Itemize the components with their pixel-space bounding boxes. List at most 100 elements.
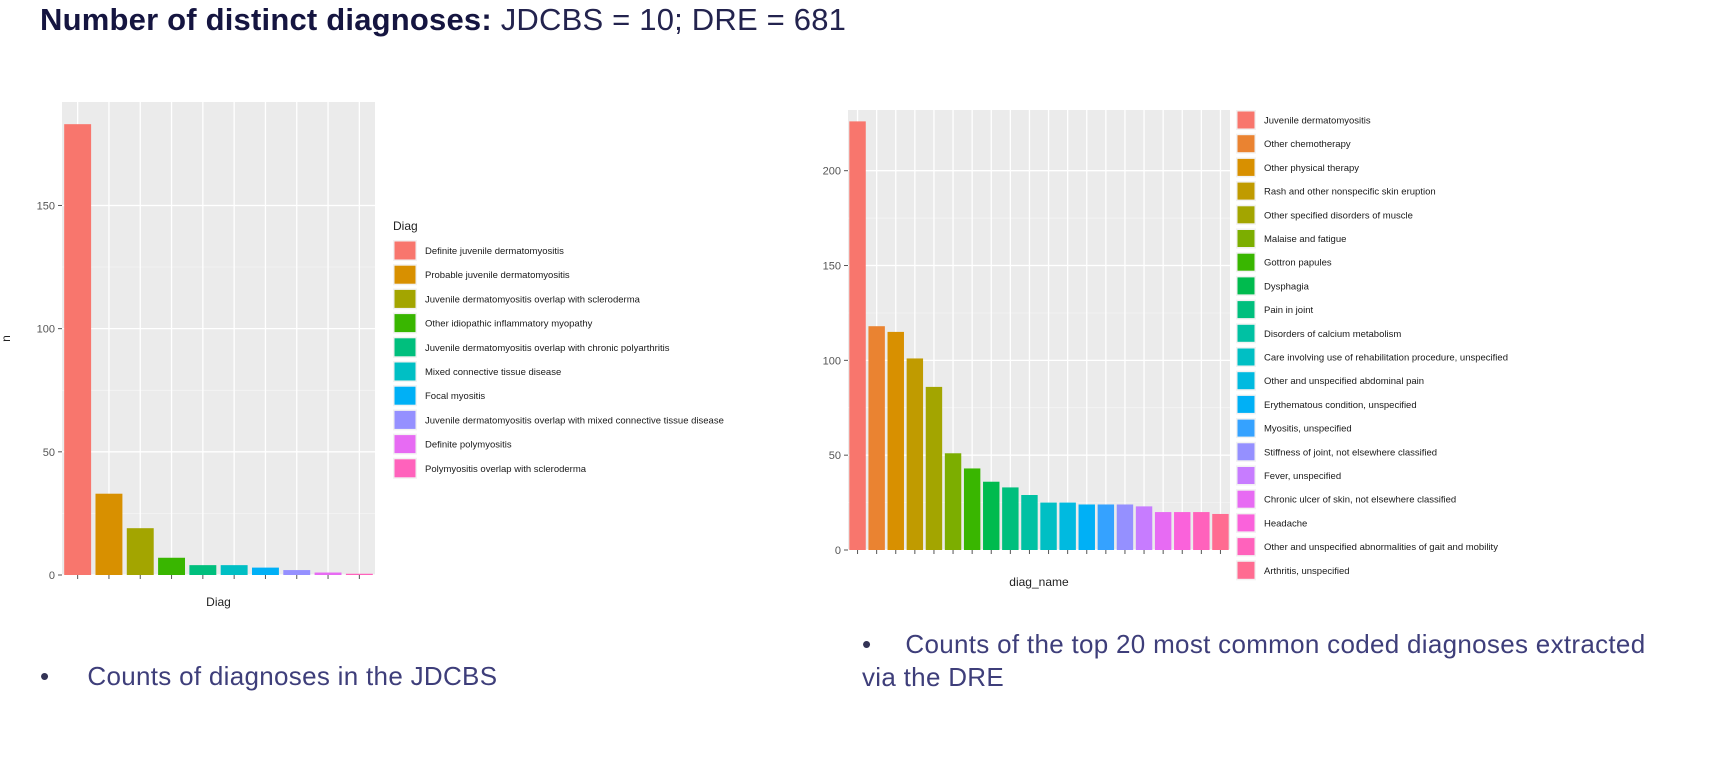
legend-key bbox=[1237, 348, 1255, 366]
legend-key bbox=[1237, 538, 1255, 556]
legend-label: Juvenile dermatomyositis overlap with ch… bbox=[425, 343, 670, 354]
legend-key bbox=[1237, 301, 1255, 319]
jdcbs-diagnosis-chart: Definite juvenile dermatomyositis: 183Pr… bbox=[0, 102, 724, 609]
bar: Other physical therapy: 115 bbox=[887, 331, 904, 550]
legend-key bbox=[1237, 111, 1255, 129]
legend-key bbox=[1237, 158, 1255, 176]
bar: Gottron papules: 43 bbox=[963, 468, 981, 550]
caption-dre-text: Counts of the top 20 most common coded d… bbox=[862, 629, 1646, 692]
bar: Other and unspecified abdominal pain: 25 bbox=[1059, 502, 1076, 550]
legend-label: Dysphagia bbox=[1264, 281, 1310, 292]
legend-key bbox=[1237, 206, 1255, 224]
title-bold-part: Number of distinct diagnoses: bbox=[40, 2, 492, 37]
y-tick-label: 200 bbox=[823, 166, 841, 178]
bar: Arthritis, unspecified: 19 bbox=[1212, 513, 1229, 550]
bar: Other chemotherapy: 118 bbox=[868, 326, 885, 550]
legend-label: Definite polymyositis bbox=[425, 440, 512, 451]
legend-label: Focal myositis bbox=[425, 391, 485, 402]
bullet: • bbox=[40, 661, 50, 691]
legend-label: Erythematous condition, unspecified bbox=[1264, 400, 1417, 411]
legend-label: Rash and other nonspecific skin eruption bbox=[1264, 187, 1436, 198]
bar: Chronic ulcer of skin, not elsewhere cla… bbox=[1154, 512, 1172, 550]
legend-label: Gottron papules bbox=[1264, 258, 1332, 269]
legend-label: Other physical therapy bbox=[1264, 163, 1359, 174]
legend-label: Other idiopathic inflammatory myopathy bbox=[425, 319, 593, 330]
bar: Dysphagia: 36 bbox=[983, 481, 1000, 550]
title-counts: JDCBS = 10; DRE = 681 bbox=[491, 2, 847, 37]
legend-key bbox=[1237, 253, 1255, 271]
legend-label: Stiffness of joint, not elsewhere classi… bbox=[1264, 447, 1437, 458]
bar: Pain in joint: 33 bbox=[1002, 487, 1019, 550]
legend-label: Care involving use of rehabilitation pro… bbox=[1264, 353, 1508, 364]
legend-label: Arthritis, unspecified bbox=[1264, 566, 1350, 577]
legend-label: Juvenile dermatomyositis bbox=[1264, 116, 1371, 127]
bar: Fever, unspecified: 23 bbox=[1135, 506, 1153, 550]
legend-key bbox=[1237, 230, 1255, 247]
legend-key bbox=[394, 338, 416, 357]
dre-diagnosis-chart: Juvenile dermatomyositis: 226Other chemo… bbox=[823, 110, 1508, 589]
legend-key bbox=[1237, 443, 1255, 461]
legend-key bbox=[394, 410, 416, 429]
bar: Headache: 20 bbox=[1174, 512, 1191, 550]
legend-key bbox=[1237, 324, 1255, 342]
legend-label: Other and unspecified abnormalities of g… bbox=[1264, 542, 1498, 553]
y-tick-label: 100 bbox=[37, 324, 55, 336]
bar: Probable juvenile dermatomyositis: 33 bbox=[95, 493, 123, 575]
y-axis-label: n bbox=[0, 335, 13, 342]
legend-label: Juvenile dermatomyositis overlap with sc… bbox=[425, 294, 641, 305]
slide-title: Number of distinct diagnoses: JDCBS = 10… bbox=[40, 2, 846, 38]
legend-label: Pain in joint bbox=[1264, 305, 1313, 316]
legend-label: Polymyositis overlap with scleroderma bbox=[425, 464, 587, 475]
legend-label: Malaise and fatigue bbox=[1264, 234, 1346, 245]
bar: Polymyositis overlap with scleroderma: 0… bbox=[345, 573, 373, 575]
legend-label: Chronic ulcer of skin, not elsewhere cla… bbox=[1264, 495, 1456, 506]
legend-label: Other and unspecified abdominal pain bbox=[1264, 376, 1424, 387]
legend-label: Mixed connective tissue disease bbox=[425, 367, 561, 378]
bar: Definite polymyositis: 1 bbox=[314, 572, 342, 575]
bar: Juvenile dermatomyositis overlap with sc… bbox=[126, 528, 154, 575]
bar: Malaise and fatigue: 51 bbox=[944, 453, 962, 550]
legend-label: Other chemotherapy bbox=[1264, 139, 1351, 150]
caption-jdcbs-text: Counts of diagnoses in the JDCBS bbox=[87, 661, 498, 691]
bar: Juvenile dermatomyositis overlap with mi… bbox=[283, 570, 311, 575]
legend-key bbox=[1237, 372, 1255, 390]
legend-label: Disorders of calcium metabolism bbox=[1264, 329, 1401, 340]
legend-key bbox=[394, 435, 416, 454]
x-axis-label: diag_name bbox=[1009, 575, 1069, 589]
bar: Rash and other nonspecific skin eruption… bbox=[906, 358, 924, 550]
legend-title: Diag bbox=[393, 219, 418, 233]
legend-label: Headache bbox=[1264, 518, 1307, 529]
bar: Other idiopathic inflammatory myopathy: … bbox=[158, 557, 186, 575]
legend-key bbox=[1237, 467, 1255, 484]
legend-key bbox=[394, 241, 416, 260]
plot-panel bbox=[848, 110, 1230, 550]
y-tick-label: 0 bbox=[835, 545, 841, 557]
bar: Focal myositis: 3 bbox=[251, 567, 279, 575]
y-tick-label: 150 bbox=[823, 261, 841, 273]
legend-key bbox=[1237, 277, 1255, 295]
legend-key bbox=[1237, 561, 1255, 579]
y-tick-label: 50 bbox=[829, 450, 841, 462]
caption-jdcbs: • Counts of diagnoses in the JDCBS bbox=[40, 660, 497, 693]
legend-key bbox=[394, 459, 416, 478]
bar: Stiffness of joint, not elsewhere classi… bbox=[1116, 504, 1134, 550]
legend-key bbox=[394, 386, 416, 405]
bullet: • bbox=[862, 629, 872, 659]
legend-label: Juvenile dermatomyositis overlap with mi… bbox=[425, 415, 724, 426]
legend-key bbox=[394, 362, 416, 381]
bar: Definite juvenile dermatomyositis: 183 bbox=[64, 124, 92, 575]
bar: Juvenile dermatomyositis: 226 bbox=[849, 121, 866, 551]
bar: Disorders of calcium metabolism: 29 bbox=[1021, 495, 1038, 550]
legend-label: Definite juvenile dermatomyositis bbox=[425, 246, 564, 257]
legend-label: Probable juvenile dermatomyositis bbox=[425, 270, 570, 281]
legend-key bbox=[394, 289, 416, 308]
bar: Myositis, unspecified: 24 bbox=[1097, 504, 1115, 550]
legend-label: Other specified disorders of muscle bbox=[1264, 210, 1413, 221]
bar: Mixed connective tissue disease: 4 bbox=[220, 565, 248, 575]
legend-key bbox=[1237, 182, 1255, 200]
y-tick-label: 100 bbox=[823, 355, 841, 367]
bar: Juvenile dermatomyositis overlap with ch… bbox=[189, 565, 217, 575]
bar: Erythematous condition, unspecified: 24 bbox=[1078, 504, 1095, 550]
y-tick-label: 50 bbox=[43, 447, 55, 459]
y-tick-label: 150 bbox=[37, 200, 55, 212]
